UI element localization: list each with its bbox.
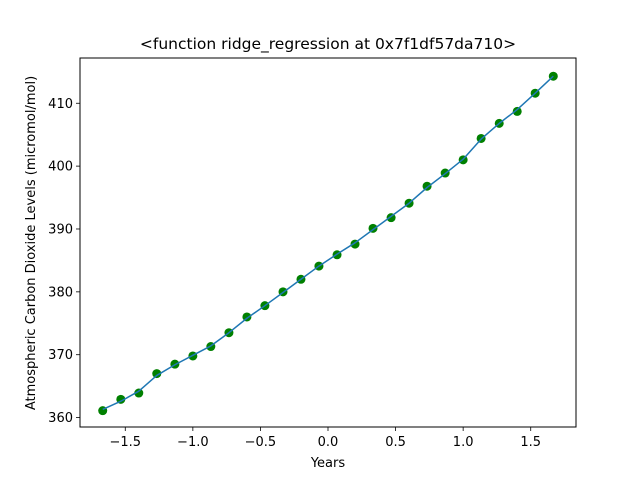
x-tick-label: 1.5 (520, 435, 541, 450)
y-tick-label: 360 (48, 411, 73, 426)
y-tick-label: 370 (48, 348, 73, 363)
y-tick-label: 380 (48, 285, 73, 300)
x-axis-label: Years (310, 456, 346, 471)
data-point (512, 106, 522, 116)
y-tick-label: 410 (48, 97, 73, 112)
y-axis: 360 370 380 390 400 410 (48, 97, 80, 426)
data-point (152, 369, 162, 379)
x-tick-label: 0.5 (385, 435, 406, 450)
x-tick-label: −1.0 (177, 435, 209, 450)
regression-line (102, 75, 554, 411)
plot-area (98, 71, 558, 416)
axes-frame (79, 57, 577, 428)
data-point (134, 388, 144, 398)
y-tick-label: 400 (48, 160, 73, 175)
x-tick-label: −1.5 (109, 435, 141, 450)
y-tick-label: 390 (48, 222, 73, 237)
chart-title: <function ridge_regression at 0x7f1df57d… (140, 35, 516, 54)
x-tick-label: 0.0 (318, 435, 339, 450)
y-axis-label: Atmospheric Carbon Dioxide Levels (micro… (24, 76, 39, 410)
x-tick-label: −0.5 (245, 435, 277, 450)
x-axis: −1.5 −1.0 −0.5 0.0 0.5 1.0 1.5 (109, 427, 541, 450)
x-tick-label: 1.0 (453, 435, 474, 450)
